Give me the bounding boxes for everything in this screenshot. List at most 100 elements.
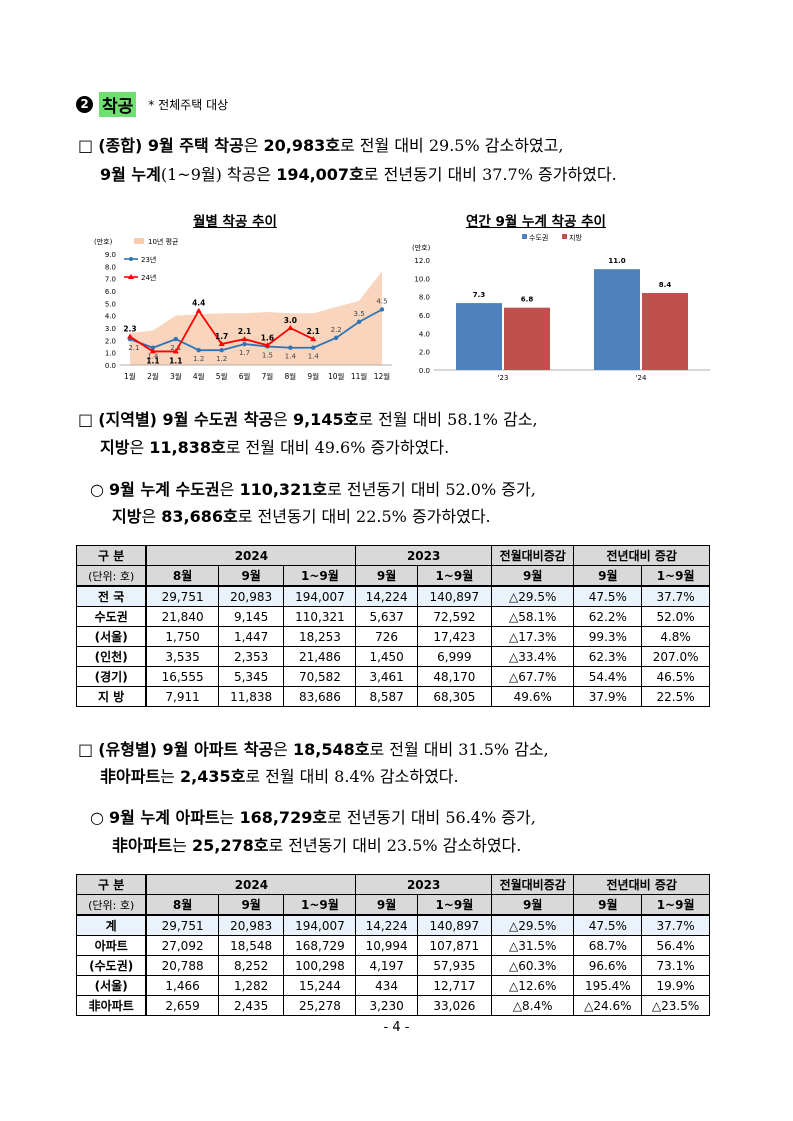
table-cell: 16,555 (145, 666, 219, 687)
legend-marker-23 (129, 257, 133, 261)
table-cell: 21,486 (283, 646, 357, 667)
table-row: (인천) 3,535 2,353 21,486 1,450 6,999 △33.4% 62.3… (76, 646, 710, 667)
text-run: 은 (273, 410, 293, 429)
para-region-cum-line2: 지방은 83,686호로 전년동기 대비 22.5% 증가하였다. (112, 507, 491, 527)
y-tick-label: 2.0 (419, 349, 430, 357)
bold-run: 110,321호 (239, 480, 328, 499)
chart-monthly-title: 월별 착공 추이 (193, 214, 277, 230)
table-subheader-cell: 9월 (355, 894, 418, 916)
table-cell: △60.3% (490, 955, 575, 976)
y-tick-label: 1.0 (105, 350, 116, 358)
text-run: 은 (141, 507, 162, 526)
para-region-line1: □ (지역별) 9월 수도권 착공은 9,145호로 전월 대비 58.1% 감… (78, 410, 538, 430)
y-tick-label: 4.0 (419, 330, 430, 338)
text-run: □ (78, 410, 99, 429)
table-subheader-row: (단위: 호) 8월 9월 1~9월 9월 1~9월 9월 9월 1~9월 (76, 894, 710, 916)
para-region-cum-line1: ○ 9월 누계 수도권은 110,321호로 전년동기 대비 52.0% 증가, (90, 480, 536, 500)
table-cell: 3,230 (355, 995, 418, 1016)
y-tick-label: 3.0 (105, 325, 116, 333)
table-cell: 194,007 (283, 585, 357, 607)
y-tick-label: 5.0 (105, 300, 116, 308)
section-heading: 2 착공 * 전체주택 대상 (76, 92, 228, 117)
table-row: 아파트 27,092 18,548 168,729 10,994 107,871 △31.5… (76, 935, 710, 956)
avg-area (130, 271, 382, 365)
series-24-point (264, 342, 271, 348)
table-header-cell: 구 분 (76, 874, 148, 895)
table-cell: 17,423 (416, 626, 492, 647)
table-subheader-cell: 9월 (217, 894, 285, 916)
text-run: □ (78, 136, 99, 155)
table-cell: 100,298 (283, 955, 357, 976)
x-tick-label: 8월 (285, 371, 297, 381)
legend-swatch (562, 234, 567, 239)
series-24-label: 2.1 (307, 327, 320, 336)
bold-run: 9,145호 (292, 410, 359, 429)
table-subheader-cell: 1~9월 (641, 894, 710, 916)
table-cell: 4,197 (355, 955, 418, 976)
table-cell: 52.0% (641, 606, 710, 627)
table-subheader-cell: 1~9월 (416, 894, 492, 916)
table-cell: 62.2% (573, 606, 643, 627)
series-23-point (150, 345, 156, 350)
row-label: 수도권 (76, 606, 148, 627)
table-header-cell: 구 분 (76, 545, 148, 566)
series-23-label: 1.4 (285, 353, 297, 361)
bold-run: 9월 누계 수도권 (109, 480, 220, 499)
table-cell: 18,548 (217, 935, 285, 956)
table-cell: 33,026 (416, 995, 492, 1016)
series-23-point (173, 336, 179, 342)
text-run: 는 (172, 836, 192, 855)
table-cell: △24.6% (573, 995, 643, 1016)
table-cell: 1,450 (355, 646, 418, 667)
x-tick-label: '24 (636, 374, 647, 382)
bold-run: (유형별) 9월 아파트 착공 (98, 740, 274, 759)
series-24-label: 1.7 (215, 332, 228, 341)
series-24-label: 1.1 (146, 356, 159, 365)
series-23-point (333, 335, 339, 341)
table-cell: 207.0% (641, 646, 710, 667)
table-subheader-cell: 9월 (355, 565, 418, 587)
x-tick-label: 5월 (216, 371, 228, 381)
table-row: 非아파트 2,659 2,435 25,278 3,230 33,026 △8.4% △24.… (76, 995, 710, 1016)
table-subheader-cell: 1~9월 (416, 565, 492, 587)
table-row: (수도권) 20,788 8,252 100,298 4,197 57,935 △60.3%… (76, 955, 710, 976)
table-header-row: 구 분 2024 2023 전월대비증감 전년대비 증감 (76, 874, 710, 895)
bold-run: 9월 누계 (100, 165, 161, 184)
table-cell: 110,321 (283, 606, 357, 627)
y-axis-unit: (만호) (412, 243, 431, 252)
table-header-cell: 2023 (355, 874, 492, 895)
table-cell: 5,345 (217, 666, 285, 687)
table-subheader-row: (단위: 호) 8월 9월 1~9월 9월 1~9월 9월 9월 1~9월 (76, 565, 710, 587)
table-row: 계 29,751 20,983 194,007 14,224 140,897 △29.5% 4… (76, 914, 710, 936)
series-23-label: 2.1 (128, 344, 139, 352)
table-cell: 14,224 (355, 914, 418, 936)
table-cell: 1,466 (145, 975, 219, 996)
y-tick-label: 2.0 (105, 337, 116, 345)
table-cell: △58.1% (490, 606, 575, 627)
series-23-label: 1.5 (262, 352, 273, 360)
table-cell: 6,999 (416, 646, 492, 667)
table-cell: 37.7% (641, 914, 710, 936)
para-region-line2: 지방은 11,838호로 전월 대비 49.6% 증가하였다. (100, 438, 449, 458)
x-tick-label: 4월 (193, 371, 205, 381)
y-tick-label: 10.0 (414, 275, 430, 283)
table-cell: 3,461 (355, 666, 418, 687)
x-tick-label: 7월 (262, 371, 274, 381)
table-cell: 73.1% (641, 955, 710, 976)
text-run: 은 (243, 136, 264, 155)
text-run: 은 (273, 740, 293, 759)
series-23-line (129, 308, 383, 352)
table-cell: △31.5% (490, 935, 575, 956)
y-axis-unit: (만호) (94, 237, 113, 246)
bold-run: 9월 누계 아파트 (109, 808, 220, 827)
row-label: (수도권) (76, 955, 148, 976)
x-tick-label: 11월 (351, 371, 368, 381)
x-tick-label: 9월 (307, 371, 319, 381)
table-cell: 29,751 (145, 914, 219, 936)
text-run: 은 (129, 438, 150, 457)
table-header-cell: 2024 (145, 545, 357, 566)
table-cell: 3,535 (145, 646, 219, 667)
table-cell: 25,278 (283, 995, 357, 1016)
table-cell: 12,717 (416, 975, 492, 996)
table-cell: 57,935 (416, 955, 492, 976)
